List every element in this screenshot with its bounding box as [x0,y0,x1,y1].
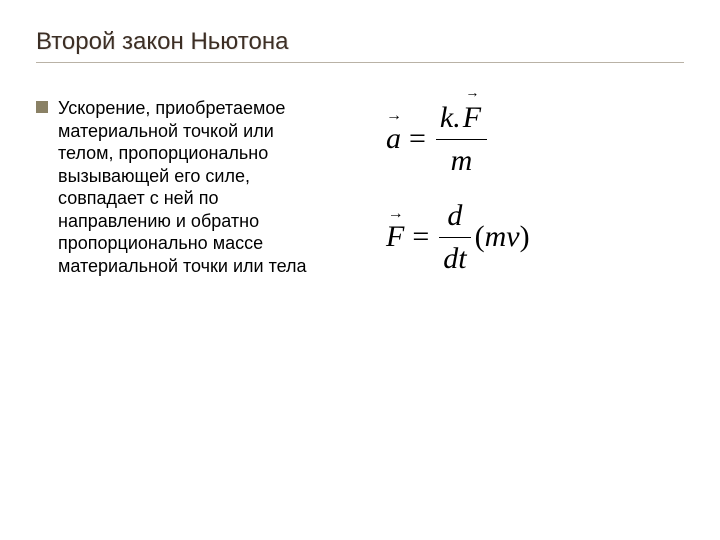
bullet-body-text: материальной точкой или телом, пропорцио… [58,120,334,278]
numerator: k.→F [436,99,487,137]
vector-F: → F [384,220,406,254]
bullet-lead-text: Ускорение, приобретаемое [58,97,285,120]
denominator: m [447,142,477,180]
inner-mv: mv [485,220,520,254]
vector-arrow-icon: → [465,87,478,101]
square-bullet-icon [36,101,48,113]
denominator-dt: dt [439,240,470,278]
formula-acceleration: → a = k.→F m [384,99,684,179]
vector-arrow-icon: → [388,206,403,222]
equals-sign: = [409,122,426,156]
fraction-d-dt: d dt [439,197,470,277]
var-a: a [386,122,401,155]
close-paren: ) [520,220,530,254]
var-F: F [386,220,404,253]
fraction-bar [439,237,470,238]
equals-sign: = [412,220,429,254]
numerator-d: d [443,197,466,235]
bullet-item: Ускорение, приобретаемое [36,97,334,120]
open-paren: ( [475,220,485,254]
content-row: Ускорение, приобретаемое материальной то… [36,97,684,295]
slide-title: Второй закон Ньютона [36,28,684,56]
vector-F: →F [461,99,483,137]
vector-a: → a [384,122,403,156]
fraction-bar [436,139,487,140]
slide: Второй закон Ньютона Ускорение, приобрет… [0,0,720,540]
formula-column: → a = k.→F m → [354,97,684,295]
const-k: k. [440,101,461,134]
title-underline [36,62,684,63]
formula-momentum: → F = d dt (mv) [384,197,684,277]
vector-arrow-icon: → [386,108,401,124]
fraction-kF-over-m: k.→F m [436,99,487,179]
var-F: F [463,101,481,134]
text-column: Ускорение, приобретаемое материальной то… [36,97,354,277]
